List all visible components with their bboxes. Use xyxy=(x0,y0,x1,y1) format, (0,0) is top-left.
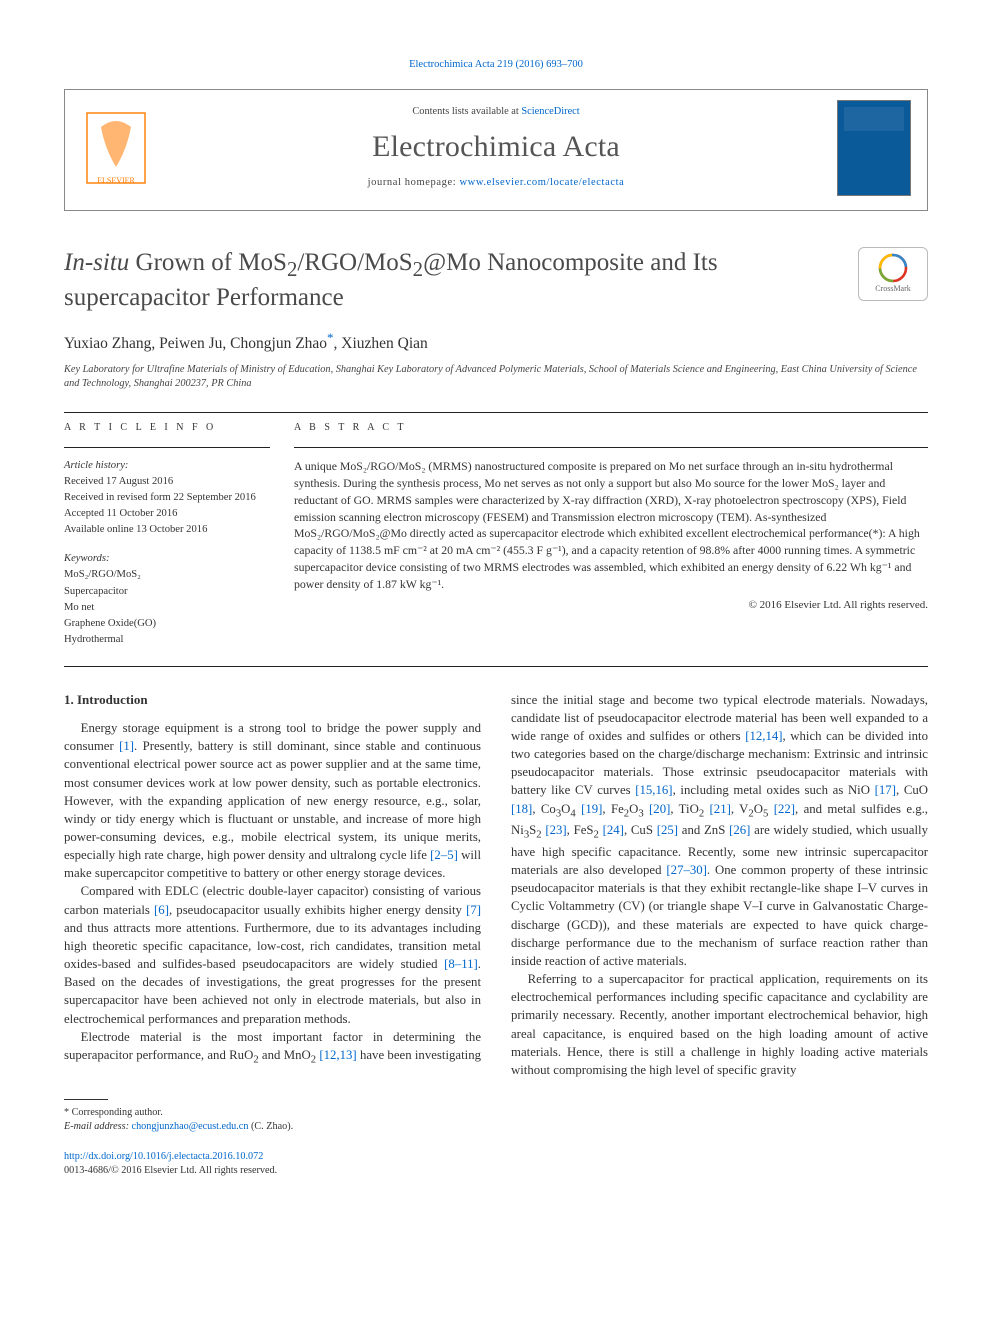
copyright-line: © 2016 Elsevier Ltd. All rights reserved… xyxy=(294,598,928,614)
crossmark-badge[interactable]: CrossMark xyxy=(858,247,928,301)
history-label: Article history: xyxy=(64,458,270,473)
homepage-url[interactable]: www.elsevier.com/locate/electacta xyxy=(459,177,624,188)
ref-link[interactable]: [22] xyxy=(774,802,795,816)
running-head: Electrochimica Acta 219 (2016) 693–700 xyxy=(64,58,928,73)
journal-title: Electrochimica Acta xyxy=(175,126,817,169)
history-item: Received 17 August 2016 xyxy=(64,474,270,489)
ref-link[interactable]: [8–11] xyxy=(444,957,478,971)
title-row: In-situ Grown of MoS2/RGO/MoS2@Mo Nanoco… xyxy=(64,247,928,313)
ref-link[interactable]: [18] xyxy=(511,802,532,816)
paper-title: In-situ Grown of MoS2/RGO/MoS2@Mo Nanoco… xyxy=(64,247,844,313)
corresponding-author-label: * Corresponding author. xyxy=(64,1106,928,1120)
top-rule xyxy=(64,412,928,413)
history-item: Accepted 11 October 2016 xyxy=(64,506,270,521)
page: Electrochimica Acta 219 (2016) 693–700 E… xyxy=(0,0,992,1218)
affiliation: Key Laboratory for Ultrafine Materials o… xyxy=(64,363,928,390)
ref-link[interactable]: [2–5] xyxy=(430,848,458,862)
email-tail: (C. Zhao). xyxy=(248,1121,293,1132)
info-rule xyxy=(64,447,270,448)
body-paragraph: Energy storage equipment is a strong too… xyxy=(64,719,481,882)
ref-link[interactable]: [6] xyxy=(154,903,169,917)
elsevier-logo: ELSEVIER xyxy=(81,109,151,187)
footnote-rule xyxy=(64,1099,108,1100)
body-paragraph: Compared with EDLC (electric double-laye… xyxy=(64,882,481,1027)
header-center: Contents lists available at ScienceDirec… xyxy=(175,105,817,191)
crossmark-label: CrossMark xyxy=(875,283,911,294)
ref-link[interactable]: [24] xyxy=(603,823,624,837)
article-info-heading: A R T I C L E I N F O xyxy=(64,421,270,435)
meta-row: A R T I C L E I N F O Article history: R… xyxy=(64,421,928,648)
ref-link[interactable]: [27–30] xyxy=(666,863,707,877)
abstract-heading: A B S T R A C T xyxy=(294,421,928,435)
ref-link[interactable]: [12,14] xyxy=(745,729,782,743)
citation-link[interactable]: Electrochimica Acta 219 (2016) 693–700 xyxy=(409,59,583,70)
author-list: Yuxiao Zhang, Peiwen Ju, Chongjun Zhao*,… xyxy=(64,329,928,355)
divider-rule xyxy=(64,666,928,667)
ref-link[interactable]: [15,16] xyxy=(635,783,672,797)
sciencedirect-link[interactable]: ScienceDirect xyxy=(521,106,579,117)
history-item: Received in revised form 22 September 20… xyxy=(64,490,270,505)
footnote: * Corresponding author. E-mail address: … xyxy=(64,1106,928,1134)
abstract: A B S T R A C T A unique MoS₂/RGO/MoS₂ (… xyxy=(294,421,928,648)
abstract-body: A unique MoS₂/RGO/MoS₂ (MRMS) nanostruct… xyxy=(294,458,928,592)
journal-header: ELSEVIER Contents lists available at Sci… xyxy=(64,89,928,211)
authors-part1: Yuxiao Zhang, Peiwen Ju, Chongjun Zhao xyxy=(64,335,327,352)
contents-label: Contents lists available at xyxy=(412,106,518,117)
ref-link[interactable]: [1] xyxy=(119,739,134,753)
keywords: Keywords: MoS₂/RGO/MoS₂ Supercapacitor M… xyxy=(64,551,270,646)
keyword-item: Supercapacitor xyxy=(64,584,270,599)
email-label: E-mail address: xyxy=(64,1121,129,1132)
body-columns: 1. Introduction Energy storage equipment… xyxy=(64,691,928,1079)
section-heading: 1. Introduction xyxy=(64,691,481,709)
ref-link[interactable]: [23] xyxy=(545,823,566,837)
ref-link[interactable]: [21] xyxy=(710,802,731,816)
keyword-item: Graphene Oxide(GO) xyxy=(64,616,270,631)
doi-link[interactable]: http://dx.doi.org/10.1016/j.electacta.20… xyxy=(64,1151,263,1162)
ref-link[interactable]: [26] xyxy=(729,823,750,837)
history-item: Available online 13 October 2016 xyxy=(64,522,270,537)
svg-text:ELSEVIER: ELSEVIER xyxy=(97,176,135,185)
journal-cover-thumb xyxy=(837,100,911,196)
keyword-item: MoS₂/RGO/MoS₂ xyxy=(64,567,270,582)
keyword-item: Mo net xyxy=(64,600,270,615)
doi-block: http://dx.doi.org/10.1016/j.electacta.20… xyxy=(64,1150,928,1164)
article-info: A R T I C L E I N F O Article history: R… xyxy=(64,421,294,648)
article-history: Article history: Received 17 August 2016… xyxy=(64,458,270,537)
contents-line: Contents lists available at ScienceDirec… xyxy=(175,105,817,120)
ref-link[interactable]: [20] xyxy=(649,802,670,816)
keywords-label: Keywords: xyxy=(64,551,270,566)
ref-link[interactable]: [12,13] xyxy=(319,1048,356,1062)
email-link[interactable]: chongjunzhao@ecust.edu.cn xyxy=(132,1121,249,1132)
ref-link[interactable]: [25] xyxy=(657,823,678,837)
body-paragraph: Referring to a supercapacitor for practi… xyxy=(511,970,928,1079)
issn-line: 0013-4686/© 2016 Elsevier Ltd. All right… xyxy=(64,1164,928,1178)
abstract-rule xyxy=(294,447,928,448)
keyword-item: Hydrothermal xyxy=(64,632,270,647)
homepage-line: journal homepage: www.elsevier.com/locat… xyxy=(175,176,817,191)
homepage-label: journal homepage: xyxy=(368,177,457,188)
ref-link[interactable]: [19] xyxy=(581,802,602,816)
ref-link[interactable]: [17] xyxy=(875,783,896,797)
ref-link[interactable]: [7] xyxy=(466,903,481,917)
authors-part2: , Xiuzhen Qian xyxy=(334,335,428,352)
